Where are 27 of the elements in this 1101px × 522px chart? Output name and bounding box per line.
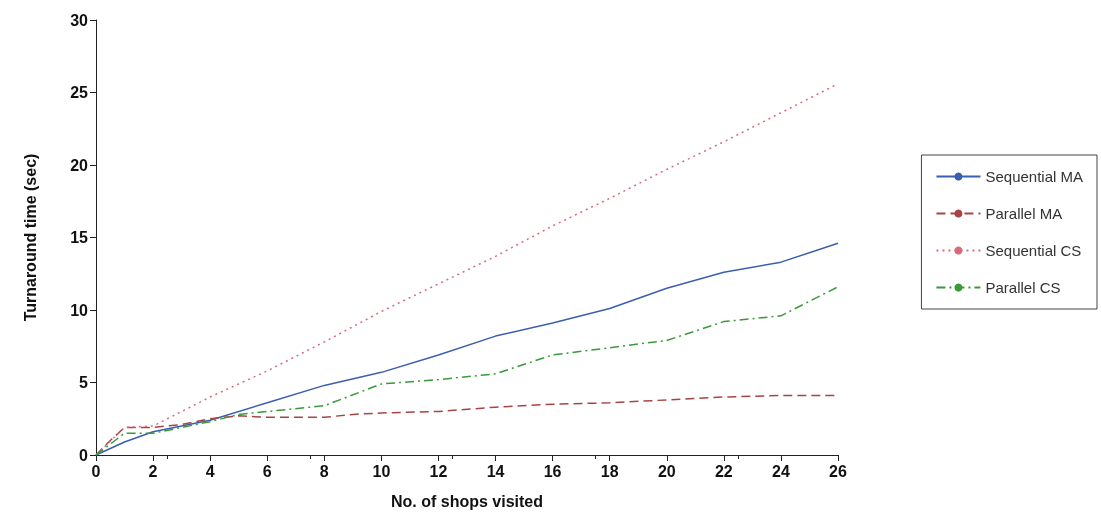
- y-tick-label: 5: [79, 374, 89, 391]
- x-tick-label: 26: [829, 462, 847, 480]
- legend-label: Sequential MA: [985, 168, 1083, 185]
- x-tick-label: 6: [262, 462, 272, 480]
- legend-label: Parallel CS: [985, 279, 1061, 296]
- x-tick-label: 8: [319, 462, 329, 480]
- x-tick-label: 14: [486, 462, 505, 480]
- y-tick-label: 15: [70, 229, 89, 246]
- x-tick-label: 22: [714, 462, 733, 480]
- y-axis-title: Turnaround time (sec): [21, 153, 39, 322]
- x-tick-label: 10: [372, 462, 391, 480]
- x-tick-label: 16: [543, 462, 562, 480]
- x-tick-label: 2: [148, 462, 158, 480]
- x-tick-label: 24: [772, 462, 790, 480]
- x-tick-label: 12: [429, 462, 448, 480]
- y-tick-label: 0: [79, 446, 89, 464]
- y-tick-label: 25: [70, 84, 89, 101]
- legend-label: Sequential CS: [985, 242, 1082, 259]
- y-tick-label: 20: [70, 156, 89, 174]
- y-tick-label: 30: [70, 11, 89, 29]
- x-tick-label: 4: [205, 462, 215, 480]
- x-tick-label: 20: [657, 462, 676, 480]
- x-tick-label: 0: [91, 462, 101, 480]
- y-tick-label: 10: [70, 301, 89, 319]
- legend-label: Parallel MA: [985, 205, 1063, 222]
- x-tick-label: 18: [600, 462, 619, 480]
- x-axis-title: No. of shops visited: [390, 492, 544, 510]
